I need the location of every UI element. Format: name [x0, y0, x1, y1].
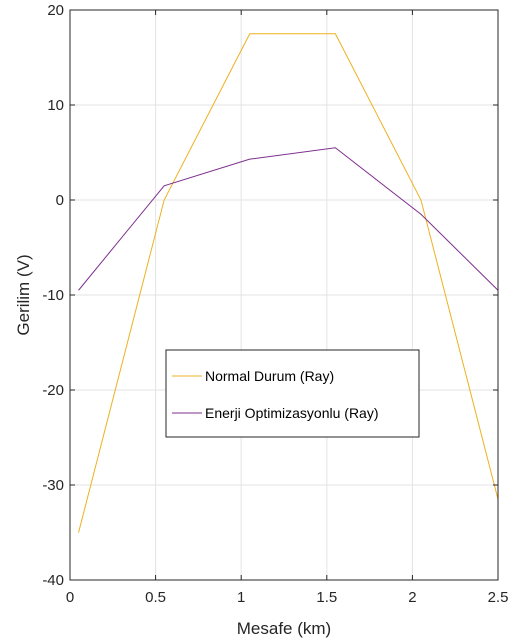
y-tick-label: 20: [47, 2, 64, 19]
x-tick-labels: 0 0.5 1 1.5 2 2.5: [66, 589, 509, 606]
x-tick-label: 1: [237, 589, 245, 606]
y-tick-label: -30: [42, 477, 64, 494]
legend-entry-normal-durum: Normal Durum (Ray): [205, 368, 334, 384]
series-line-0: [78, 33, 499, 533]
y-tick-labels: -40 -30 -20 -10 0 10 20: [42, 2, 64, 589]
axis-ticks: [69, 9, 499, 581]
x-tick-label: 1.5: [316, 589, 337, 606]
x-tick-label: 2: [408, 589, 416, 606]
x-axis-label: Mesafe (km): [237, 619, 331, 638]
x-tick-label: 0.5: [145, 589, 166, 606]
y-axis-label: Gerilim (V): [14, 254, 33, 335]
y-tick-label: -40: [42, 572, 64, 589]
x-tick-label: 2.5: [488, 589, 509, 606]
series-line-1: [78, 147, 499, 291]
series-layer: [78, 33, 499, 533]
y-tick-label: 0: [56, 192, 64, 209]
legend-entry-enerji-optimizasyonlu: Enerji Optimizasyonlu (Ray): [205, 405, 379, 421]
y-tick-label: -20: [42, 382, 64, 399]
legend-box: [165, 349, 420, 438]
legend: Normal Durum (Ray) Enerji Optimizasyonlu…: [165, 349, 420, 438]
y-tick-label: 10: [47, 97, 64, 114]
grid-lines: [70, 10, 498, 580]
y-tick-label: -10: [42, 287, 64, 304]
x-tick-label: 0: [66, 589, 74, 606]
